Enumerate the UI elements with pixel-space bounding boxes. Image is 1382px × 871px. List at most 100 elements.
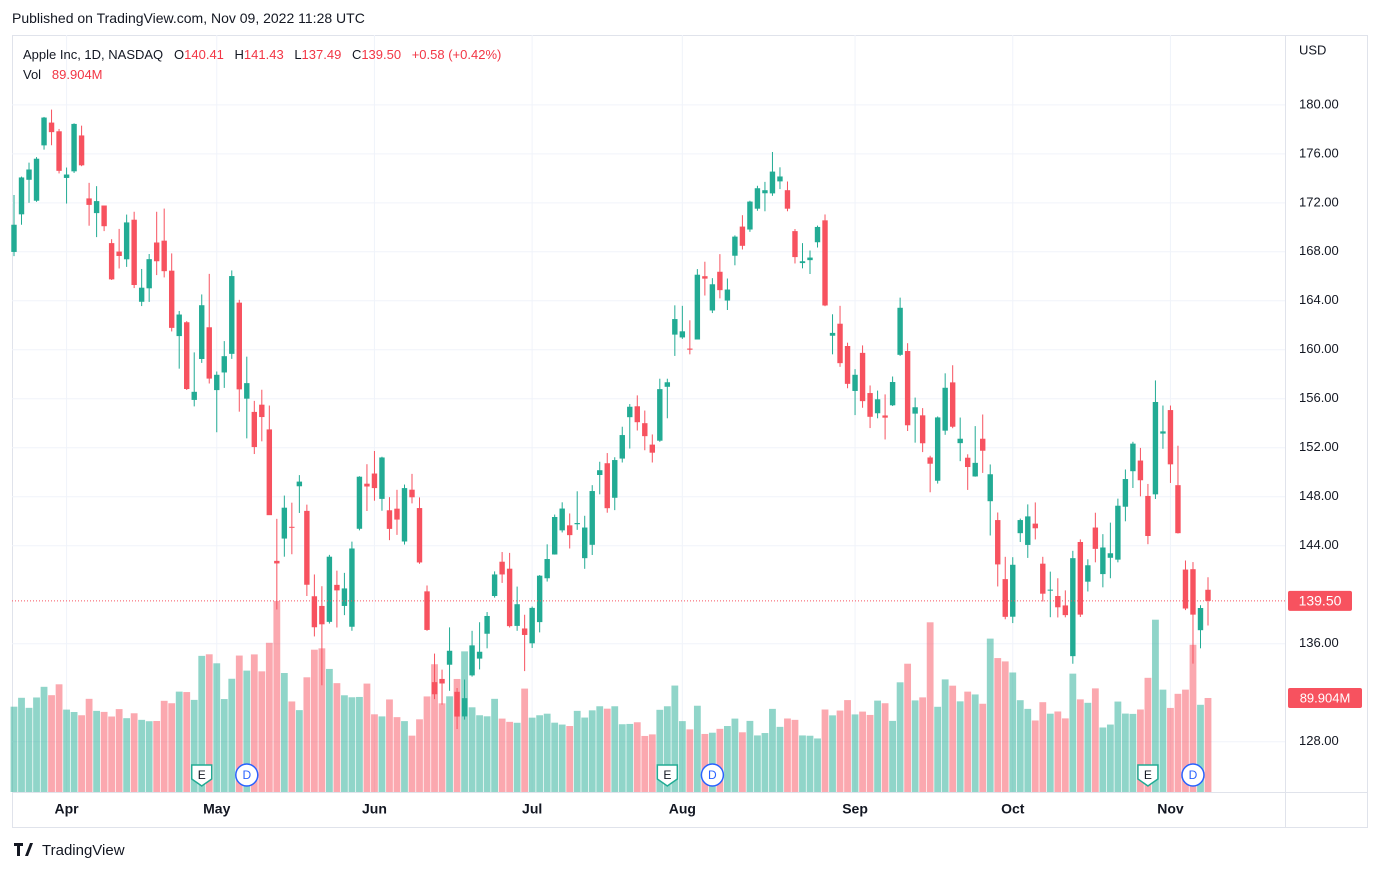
legend: Apple Inc, 1D, NASDAQ O140.41 H141.43 L1…	[23, 45, 508, 85]
volume-bar	[1001, 661, 1009, 792]
volume-bar	[671, 685, 679, 792]
volume-bar	[716, 728, 724, 792]
candle-body	[514, 604, 520, 626]
candle-body	[176, 314, 182, 337]
volume-bar	[521, 688, 529, 792]
candle-body	[724, 289, 731, 301]
candle-body	[1145, 495, 1151, 536]
candle-body	[206, 327, 212, 379]
volume-bar	[1137, 709, 1144, 792]
volume-bar	[10, 706, 18, 792]
volume-bar	[536, 715, 544, 792]
candle-body	[71, 123, 77, 172]
candle-body	[837, 323, 843, 364]
candle-body	[612, 460, 618, 498]
ohlc-value: 141.43	[243, 47, 284, 62]
x-tick-label: Jul	[522, 801, 542, 817]
volume-bar	[1091, 688, 1099, 792]
volume-bar	[543, 713, 551, 792]
ohlc-key: L	[294, 47, 302, 62]
y-tick-label: 152.00	[1299, 439, 1339, 454]
badge-bg	[1288, 687, 1362, 708]
candle-body	[131, 219, 137, 286]
volume-bar	[1204, 697, 1212, 792]
volume-bar	[160, 700, 168, 792]
candle-body	[1025, 516, 1031, 545]
published-note: Published on TradingView.com, Nov 09, 20…	[12, 10, 365, 26]
volume-bar	[611, 706, 619, 792]
event-label: E	[663, 768, 671, 782]
candle-body	[822, 220, 828, 306]
candle-body	[1175, 485, 1181, 534]
candle-body	[11, 224, 17, 252]
volume-bar	[175, 691, 183, 792]
volume-bar	[551, 722, 559, 792]
volume-bar	[1144, 677, 1152, 792]
volume-bar	[1024, 708, 1032, 792]
event-marker: D	[1181, 763, 1205, 787]
candle-body	[747, 201, 753, 230]
volume-bar	[1099, 727, 1107, 792]
volume-bar	[588, 710, 596, 792]
volume-bar	[573, 710, 581, 792]
volume-bar	[776, 726, 784, 792]
y-tick-label: 156.00	[1299, 390, 1339, 405]
badge-text: 89.904M	[1300, 690, 1351, 705]
candle-body	[349, 548, 355, 627]
volume-bar	[138, 719, 146, 792]
y-tick-label: 180.00	[1299, 96, 1339, 111]
volume-bar	[168, 703, 176, 792]
volume-bar	[100, 711, 108, 792]
candle-body	[311, 596, 318, 628]
candle-body	[769, 171, 776, 194]
candle-body	[386, 510, 393, 529]
ohlc-key: C	[351, 47, 362, 62]
volume-bar	[356, 696, 363, 792]
candle-body	[1100, 547, 1106, 575]
volume-bar	[1084, 702, 1092, 792]
candle-body	[454, 691, 460, 717]
candle-body	[627, 406, 633, 418]
candle-body	[281, 507, 288, 539]
candle-body	[401, 488, 408, 542]
candle-body	[1107, 553, 1114, 558]
candle-body	[153, 242, 160, 262]
candle-body	[499, 561, 505, 575]
candle-body	[101, 205, 107, 227]
candle-body	[274, 560, 280, 564]
volume-bar	[48, 695, 55, 792]
volume-bar	[250, 654, 258, 792]
volume-bar	[851, 714, 859, 792]
ohlc-key: O	[174, 47, 185, 62]
candle-body	[424, 591, 430, 630]
candle-body	[221, 356, 227, 373]
volume-bar	[363, 683, 371, 792]
volume-bar	[1174, 693, 1182, 792]
volume-bar	[220, 699, 228, 792]
volume-bar	[934, 706, 942, 792]
candle-body	[1167, 410, 1174, 465]
candle-body	[168, 270, 175, 328]
candle-body	[874, 399, 881, 414]
volume-bar	[618, 724, 626, 792]
volume-bar	[318, 648, 326, 792]
volume-bar	[641, 735, 649, 792]
volume-bar	[708, 732, 716, 792]
last-volume-badge: 89.904M	[1288, 687, 1362, 708]
legend-row: Apple Inc, 1D, NASDAQ O140.41 H141.43 L1…	[23, 45, 508, 65]
volume-bar	[971, 694, 979, 792]
volume-bar	[836, 710, 844, 792]
volume-bar	[1159, 689, 1167, 792]
candle-body	[672, 319, 678, 335]
volume-bar	[1106, 724, 1114, 792]
candle-body	[123, 222, 130, 260]
volume-bar	[761, 733, 769, 792]
candle-body	[26, 169, 32, 180]
volume-bar	[213, 663, 221, 792]
volume-bar	[791, 719, 799, 792]
y-tick-label: 176.00	[1299, 145, 1339, 160]
candle-body	[63, 174, 70, 178]
volume-bar	[1189, 644, 1197, 792]
volume-bar	[491, 698, 499, 792]
candle-body	[867, 393, 873, 417]
